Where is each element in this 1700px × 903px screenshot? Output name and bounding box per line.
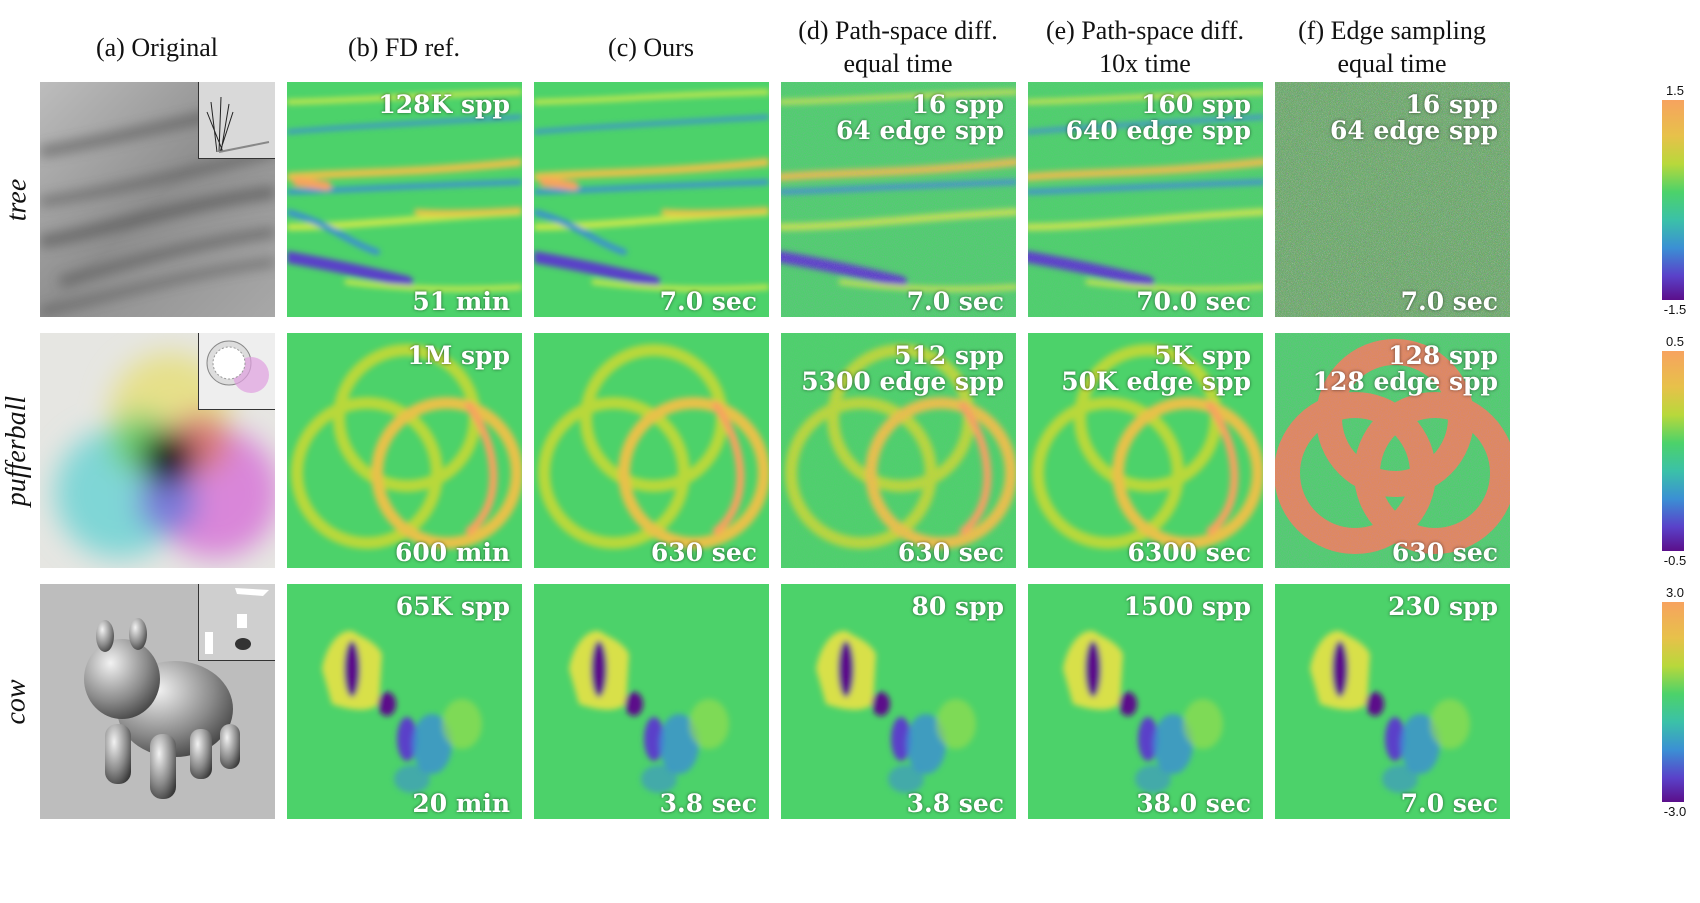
tree-path-10x-edge-label: 640 edge spp [1065, 116, 1251, 145]
pufferball-path-equal-time-label: 630 sec [897, 538, 1004, 567]
cow-edge-time-label: 7.0 sec [1400, 789, 1498, 818]
cow-inset-image [198, 584, 275, 661]
row-label-pufferball: pufferball [1, 395, 33, 507]
column-header-ours: (c) Ours [531, 31, 771, 64]
cow-colorbar [1662, 602, 1684, 802]
tree-ours-time-label: 7.0 sec [659, 287, 757, 316]
column-header-fd-ref: (b) FD ref. [284, 31, 524, 64]
pufferball-path-space-10x-image [1028, 333, 1263, 568]
cow-path-space-equal-image [781, 584, 1016, 819]
cow-edge-spp-label: 230 spp [1388, 592, 1498, 621]
tree-colorbar [1662, 100, 1684, 300]
cow-colorbar-min: -3.0 [1663, 804, 1687, 819]
tree-path-equal-time-label: 7.0 sec [906, 287, 1004, 316]
pufferball-ours-image [534, 333, 769, 568]
tree-inset-image [198, 82, 275, 159]
pufferball-path-10x-edge-label: 50K edge spp [1061, 367, 1251, 396]
cow-path-space-10x-image [1028, 584, 1263, 819]
column-header-line1: (c) Ours [608, 33, 694, 62]
cow-edge-sampling-image [1275, 584, 1510, 819]
cow-path-equal-time-label: 3.8 sec [906, 789, 1004, 818]
column-header-edge-sampling: (f) Edge sampling equal time [1272, 14, 1512, 80]
cow-ours-time-label: 3.8 sec [659, 789, 757, 818]
cow-path-equal-spp-label: 80 spp [911, 592, 1004, 621]
pufferball-path-10x-time-label: 6300 sec [1127, 538, 1252, 567]
cow-path-10x-spp-label: 1500 spp [1123, 592, 1251, 621]
column-header-line1: (b) FD ref. [348, 33, 460, 62]
pufferball-edge-sampling-image [1275, 333, 1510, 568]
tree-path-10x-time-label: 70.0 sec [1136, 287, 1251, 316]
cow-original-image [40, 584, 275, 819]
column-header-path-space-10x: (e) Path-space diff. 10x time [1025, 14, 1265, 80]
tree-fd-ref-time-label: 51 min [412, 287, 510, 316]
pufferball-colorbar-min: -0.5 [1663, 553, 1687, 568]
tree-colorbar-min: -1.5 [1663, 302, 1687, 317]
column-header-path-space-equal: (d) Path-space diff. equal time [778, 14, 1018, 80]
pufferball-colorbar [1662, 351, 1684, 551]
pufferball-fd-ref-image [287, 333, 522, 568]
row-label-tree: tree [1, 178, 32, 222]
pufferball-edge-edge-label: 128 edge spp [1312, 367, 1498, 396]
tree-fd-ref-image [287, 82, 522, 317]
column-header-line2: equal time [843, 49, 953, 78]
tree-path-equal-spp-label: 16 spp [911, 90, 1004, 119]
column-header-line1: (e) Path-space diff. [1045, 16, 1245, 45]
pufferball-edge-time-label: 630 sec [1391, 538, 1498, 567]
pufferball-ours-time-label: 630 sec [650, 538, 757, 567]
column-header-line1: (d) Path-space diff. [798, 16, 998, 45]
tree-edge-sampling-image [1275, 82, 1510, 317]
tree-path-space-equal-image [781, 82, 1016, 317]
tree-path-space-10x-image [1028, 82, 1263, 317]
pufferball-inset-image [198, 333, 275, 410]
pufferball-colorbar-max: 0.5 [1665, 334, 1685, 349]
row-label-cow: cow [1, 679, 33, 725]
column-header-line2: equal time [1337, 49, 1447, 78]
pufferball-path-space-equal-image [781, 333, 1016, 568]
tree-ours-image [534, 82, 769, 317]
tree-edge-edge-label: 64 edge spp [1329, 116, 1498, 145]
pufferball-path-equal-edge-label: 5300 edge spp [801, 367, 1004, 396]
tree-path-10x-spp-label: 160 spp [1141, 90, 1251, 119]
pufferball-path-equal-spp-label: 512 spp [894, 341, 1004, 370]
cow-fd-ref-spp-label: 65K spp [395, 592, 510, 621]
cow-path-10x-time-label: 38.0 sec [1136, 789, 1251, 818]
column-header-original: (a) Original [37, 31, 277, 64]
cow-fd-ref-time-label: 20 min [412, 789, 510, 818]
pufferball-path-10x-spp-label: 5K spp [1154, 341, 1251, 370]
tree-path-equal-edge-label: 64 edge spp [835, 116, 1004, 145]
tree-edge-time-label: 7.0 sec [1400, 287, 1498, 316]
cow-ours-image [534, 584, 769, 819]
pufferball-original-image [40, 333, 275, 568]
column-header-line1: (f) Edge sampling [1298, 16, 1486, 45]
pufferball-fd-ref-spp-label: 1M spp [407, 341, 510, 370]
pufferball-edge-spp-label: 128 spp [1388, 341, 1498, 370]
column-header-line2: 10x time [1099, 49, 1191, 78]
cow-colorbar-max: 3.0 [1665, 585, 1685, 600]
column-header-line1: (a) Original [95, 33, 218, 62]
tree-colorbar-max: 1.5 [1665, 83, 1685, 98]
cow-fd-ref-image [287, 584, 522, 819]
tree-fd-ref-spp-label: 128K spp [378, 90, 510, 119]
pufferball-fd-ref-time-label: 600 min [394, 538, 510, 567]
tree-edge-spp-label: 16 spp [1405, 90, 1498, 119]
tree-original-image [40, 82, 275, 317]
